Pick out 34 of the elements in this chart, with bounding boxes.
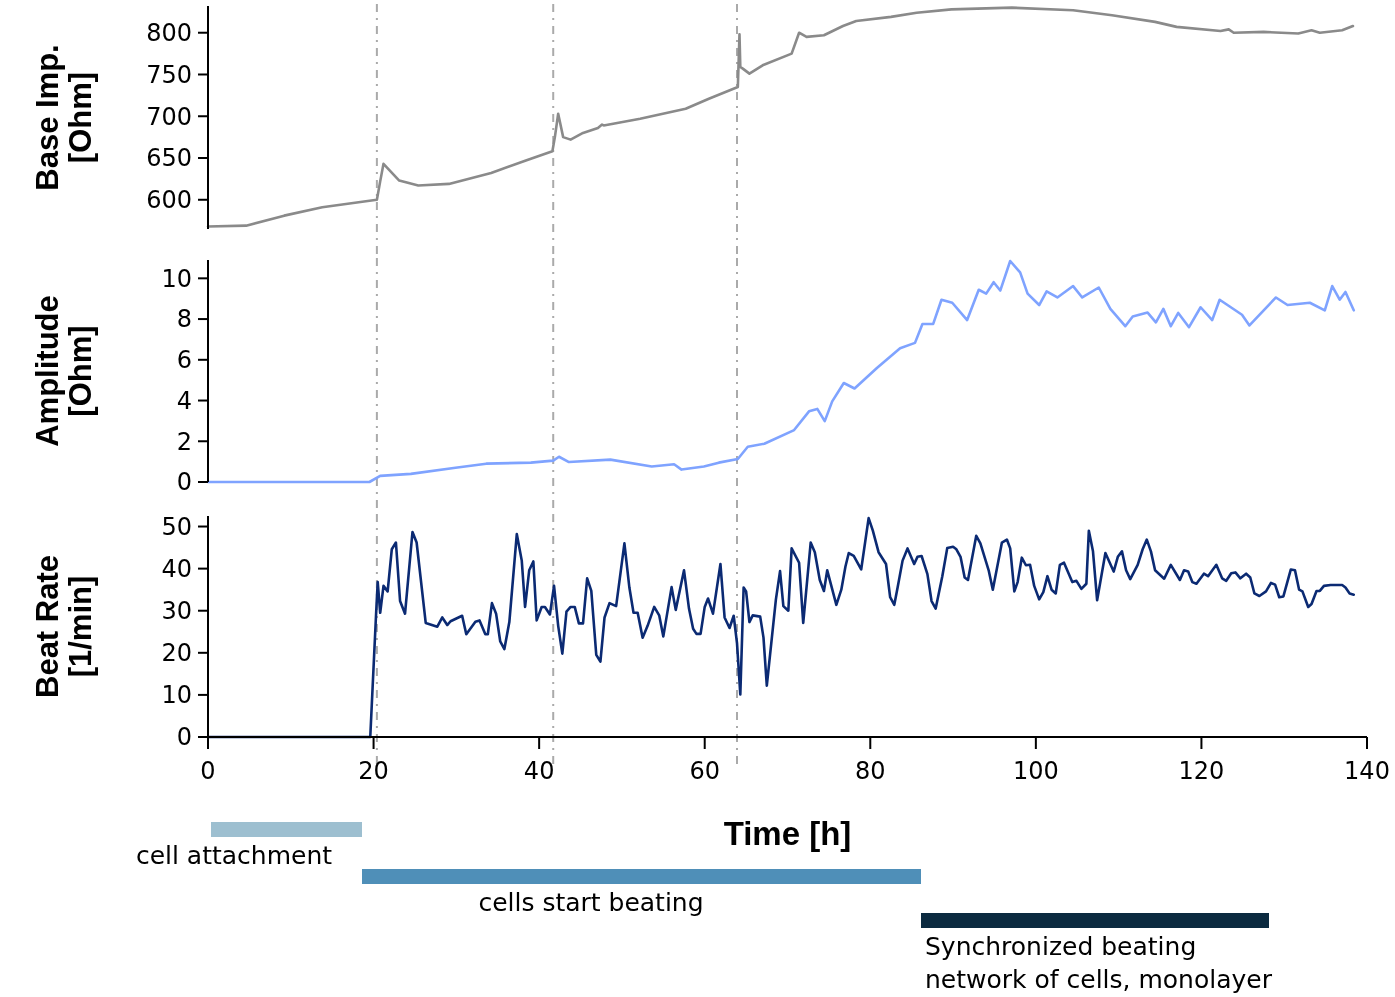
x-tick-label: 120: [1178, 757, 1225, 785]
y-tick-label: 8: [176, 305, 192, 334]
x-tick-label: 40: [523, 757, 555, 785]
y-tick-label: 0: [176, 468, 192, 497]
x-tick-label: 20: [358, 757, 389, 785]
x-tick-label: 0: [200, 757, 216, 785]
x-axis-title: Time [h]: [723, 815, 852, 852]
y-tick-label: 4: [176, 386, 192, 415]
x-tick-label: 80: [855, 757, 886, 785]
y-tick-label: 40: [161, 555, 192, 584]
y-tick-label: 6: [176, 346, 192, 375]
y-tick-label: 800: [146, 19, 192, 48]
y-tick-label: 750: [146, 60, 192, 89]
text: cells start beating: [478, 888, 704, 917]
y-tick-label: 0: [176, 723, 192, 752]
y-tick-label: 20: [161, 639, 192, 668]
y-tick-label: 50: [161, 512, 192, 541]
y-axis-title: Amplitude [Ohm]: [30, 295, 98, 447]
y-tick-label: 30: [161, 597, 192, 626]
y-tick-label: 700: [146, 102, 192, 131]
x-tick-label: 100: [1012, 757, 1059, 785]
y-axis-title: Base Imp. [Ohm]: [30, 44, 98, 191]
x-tick-label: 60: [689, 757, 720, 785]
line-series: [206, 6, 1355, 228]
y-tick-label: 10: [161, 681, 192, 710]
y-tick-label: 600: [146, 186, 192, 215]
text: Synchronized beating network of cells, monolayer: [925, 932, 1273, 994]
y-tick-label: 2: [176, 427, 192, 456]
y-tick-label: 10: [161, 264, 192, 293]
line-series: [206, 259, 1356, 484]
y-tick-label: 650: [146, 144, 192, 173]
y-axis-title: Beat Rate [1/min]: [30, 555, 98, 698]
text: cell attachment: [135, 841, 333, 870]
x-tick-label: 140: [1344, 757, 1390, 785]
